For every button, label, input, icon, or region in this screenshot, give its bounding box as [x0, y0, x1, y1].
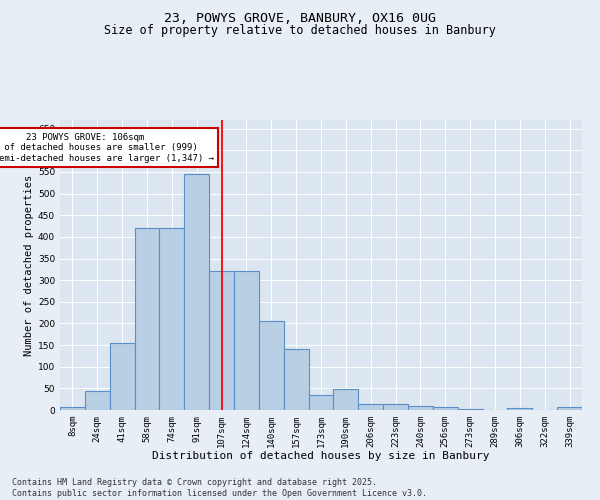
Bar — [184, 174, 209, 410]
Bar — [60, 406, 85, 410]
Bar — [284, 350, 308, 410]
Text: 23, POWYS GROVE, BANBURY, OX16 0UG: 23, POWYS GROVE, BANBURY, OX16 0UG — [164, 12, 436, 26]
Bar — [259, 322, 284, 410]
Bar — [308, 395, 334, 410]
Bar — [433, 406, 458, 410]
Bar — [334, 389, 358, 410]
Bar — [508, 408, 532, 410]
Bar — [134, 228, 160, 410]
Bar — [383, 404, 408, 410]
Bar — [234, 272, 259, 410]
Bar — [85, 390, 110, 410]
Bar — [209, 272, 234, 410]
Bar — [408, 406, 433, 410]
Y-axis label: Number of detached properties: Number of detached properties — [24, 174, 34, 356]
Bar — [110, 343, 134, 410]
Bar — [458, 409, 482, 410]
Text: 23 POWYS GROVE: 106sqm
← 42% of detached houses are smaller (999)
57% of semi-de: 23 POWYS GROVE: 106sqm ← 42% of detached… — [0, 133, 214, 163]
Text: Contains HM Land Registry data © Crown copyright and database right 2025.
Contai: Contains HM Land Registry data © Crown c… — [12, 478, 427, 498]
Bar — [160, 228, 184, 410]
Bar — [358, 404, 383, 410]
Bar — [557, 408, 582, 410]
Text: Size of property relative to detached houses in Banbury: Size of property relative to detached ho… — [104, 24, 496, 37]
X-axis label: Distribution of detached houses by size in Banbury: Distribution of detached houses by size … — [152, 452, 490, 462]
